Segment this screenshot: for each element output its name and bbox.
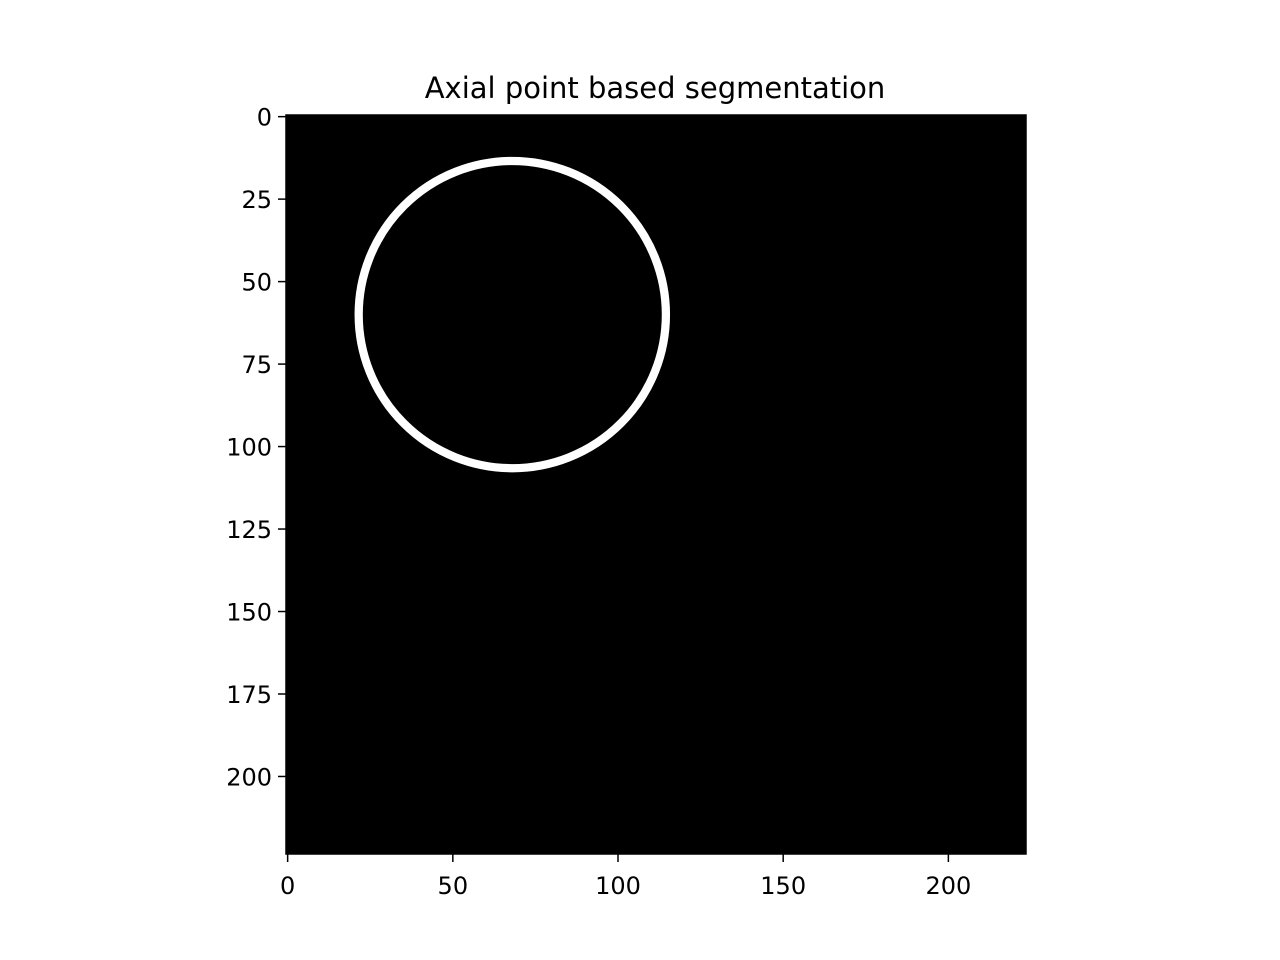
y-tick-label: 200 xyxy=(226,763,272,791)
y-tick-label: 50 xyxy=(241,269,272,297)
y-axis: 0 25 50 75 100 125 150 175 200 xyxy=(226,104,286,791)
x-tick-label: 0 xyxy=(280,872,295,900)
segmentation-image-background xyxy=(286,115,1026,854)
segmentation-contour xyxy=(354,156,671,473)
x-axis: 0 50 100 150 200 xyxy=(280,854,971,900)
y-tick-label: 25 xyxy=(241,186,272,214)
y-tick-label: 75 xyxy=(241,351,272,379)
y-tick-label: 125 xyxy=(226,516,272,544)
y-tick-label: 175 xyxy=(226,681,272,709)
x-tick-label: 150 xyxy=(760,872,806,900)
y-tick-label: 0 xyxy=(257,104,272,132)
x-tick-label: 100 xyxy=(595,872,641,900)
x-tick-label: 50 xyxy=(438,872,469,900)
plot-area xyxy=(285,114,1027,855)
y-tick-label: 100 xyxy=(226,434,272,462)
x-tick-label: 200 xyxy=(925,872,971,900)
axes-frame xyxy=(285,114,1027,855)
y-tick-label: 150 xyxy=(226,599,272,627)
chart-title: Axial point based segmentation xyxy=(425,71,886,105)
